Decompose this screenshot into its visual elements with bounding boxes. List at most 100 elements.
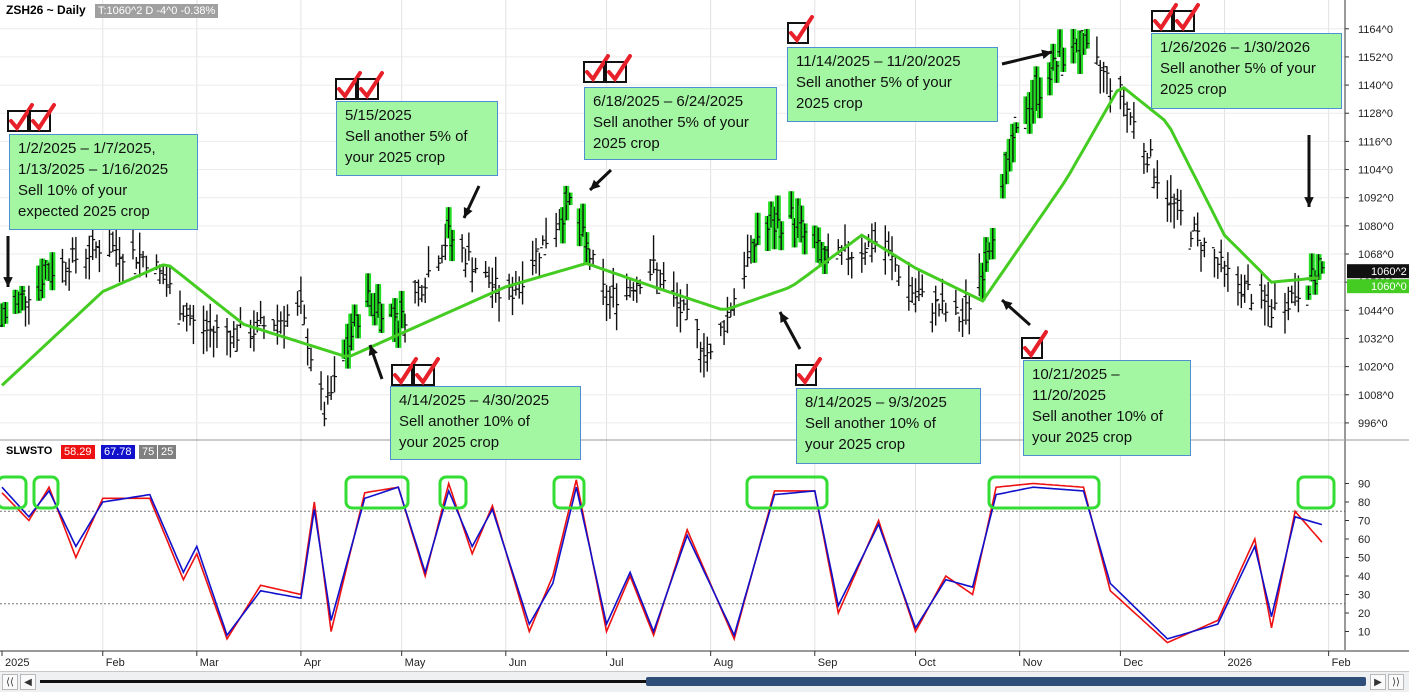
- indicator-upper-level: 75: [139, 445, 158, 459]
- price-tick-label: 1008^0: [1358, 390, 1394, 402]
- price-bar: [187, 304, 193, 326]
- price-tick-label: 1164^0: [1358, 24, 1393, 36]
- price-bar: [305, 328, 311, 366]
- price-bar: [788, 191, 794, 219]
- last-price-label: 1060^2: [1371, 266, 1407, 278]
- osc-tick-label: 80: [1358, 497, 1370, 509]
- price-bar: [1245, 264, 1251, 291]
- time-axis-label: Oct: [919, 657, 936, 669]
- price-bar: [657, 269, 663, 294]
- price-tick-label: 996^0: [1358, 418, 1388, 430]
- price-bar: [308, 347, 314, 372]
- price-bar: [86, 235, 92, 280]
- scroll-right-icon[interactable]: ▶: [1370, 674, 1386, 690]
- price-bar: [1037, 77, 1043, 119]
- price-bar: [1285, 286, 1291, 321]
- price-bar: [694, 318, 700, 349]
- price-bar: [1289, 285, 1295, 304]
- checkmark-icon: [335, 71, 362, 100]
- price-bar: [956, 312, 962, 332]
- time-axis-label: Sep: [818, 657, 838, 669]
- osc-tick-label: 30: [1358, 590, 1370, 602]
- price-bar: [140, 251, 146, 268]
- arrow-icon: [1001, 49, 1053, 66]
- price-bar: [318, 371, 324, 411]
- price-bar: [963, 279, 969, 325]
- price-bar: [96, 239, 102, 273]
- arrow-head: [1041, 49, 1052, 59]
- price-bar: [436, 255, 442, 271]
- price-tick-label: 1116^0: [1358, 136, 1392, 148]
- price-bar: [778, 221, 784, 251]
- check-stroke: [393, 357, 418, 386]
- price-bar: [469, 257, 475, 293]
- price-bar: [459, 234, 465, 263]
- indicator-lower-level: 25: [158, 445, 177, 459]
- price-bar: [493, 256, 499, 303]
- time-axis-label: Jun: [509, 657, 527, 669]
- price-bar: [862, 242, 868, 265]
- price-bar: [681, 299, 687, 311]
- price-bar: [83, 248, 89, 279]
- price-bar: [1047, 62, 1053, 96]
- price-bar: [207, 303, 213, 348]
- price-bar: [1309, 253, 1315, 282]
- quote-readout: T:1060^2 D -4^0 -0.38%: [95, 4, 219, 18]
- indicator-value-fast: 58.29: [61, 445, 95, 459]
- price-bar: [2, 302, 8, 324]
- price-bar: [1312, 270, 1318, 295]
- price-bar: [1178, 189, 1184, 226]
- price-bar: [802, 223, 808, 255]
- price-bar: [731, 288, 737, 316]
- price-bar: [1292, 272, 1298, 306]
- price-bar: [446, 207, 452, 239]
- price-tick-label: 1068^0: [1358, 249, 1394, 261]
- scroll-last-icon[interactable]: ⟩⟩: [1388, 674, 1404, 690]
- price-bar: [201, 305, 207, 355]
- price-bar: [1010, 123, 1016, 163]
- scroll-track: [40, 680, 646, 683]
- price-bar: [426, 246, 432, 278]
- price-bar: [281, 305, 287, 349]
- price-bar: [1319, 258, 1325, 274]
- time-axis-label: Jul: [610, 657, 624, 669]
- time-axis-label: Mar: [200, 657, 219, 669]
- scroll-left-icon[interactable]: ◀: [20, 674, 36, 690]
- price-bar: [980, 262, 986, 301]
- price-bar: [859, 237, 865, 273]
- scroll-thumb[interactable]: [646, 677, 1366, 686]
- price-bar: [674, 282, 680, 327]
- time-axis-label: Aug: [714, 657, 734, 669]
- osc-signal-box: [987, 475, 1101, 510]
- price-bar: [600, 258, 606, 306]
- scroll-first-icon[interactable]: ⟨⟨: [2, 674, 18, 690]
- check-stroke: [607, 54, 632, 83]
- check-stroke: [797, 357, 822, 386]
- arrow-icon: [1304, 135, 1314, 207]
- check-stroke: [415, 357, 440, 386]
- price-bar: [1171, 193, 1177, 229]
- price-bar: [248, 319, 254, 349]
- price-bar: [19, 285, 25, 311]
- price-tick-label: 1140^0: [1358, 80, 1393, 92]
- osc-signal-box: [745, 475, 829, 510]
- price-bar: [23, 290, 29, 327]
- price-bar: [39, 258, 45, 299]
- price-bar: [211, 325, 217, 358]
- price-bar: [1101, 61, 1107, 93]
- horizontal-scrollbar[interactable]: ⟨⟨ ◀ ▶ ⟩⟩: [0, 671, 1409, 692]
- price-bar: [63, 261, 69, 286]
- osc-tick-label: 90: [1358, 479, 1370, 491]
- checkmark-icon: [787, 15, 814, 44]
- price-bar: [1242, 274, 1248, 303]
- price-bar: [755, 212, 761, 246]
- price-bar: [607, 286, 613, 319]
- price-bar: [953, 289, 959, 316]
- stoch-slow-line: [1, 486, 1323, 640]
- checkmark-icon: [1173, 3, 1200, 32]
- price-bar: [1154, 160, 1160, 199]
- price-bar: [224, 317, 230, 356]
- price-bar: [1117, 76, 1123, 110]
- price-bar: [106, 227, 112, 257]
- price-bar: [939, 278, 945, 314]
